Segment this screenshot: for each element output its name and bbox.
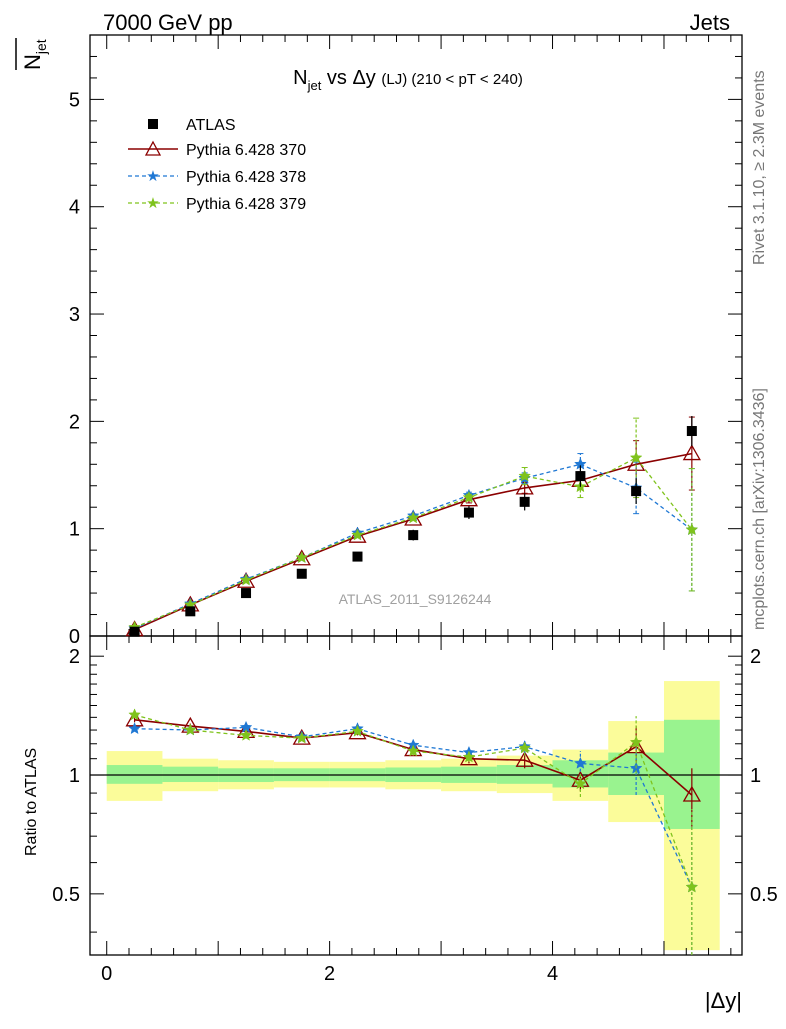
atlas-point [631,486,642,497]
y-tick-label-ratio-right: 2 [750,646,761,668]
legend-marker-atlas [148,119,158,129]
ratio-point-3 [685,880,699,893]
main-point-3 [351,528,364,541]
main-point-1 [348,526,367,543]
main-point-1 [292,549,311,566]
ratio-line-3 [134,714,693,888]
main-point-1 [459,490,479,507]
ratio-point-3 [462,750,476,763]
x-tick-label: 2 [324,963,335,985]
y-tick-label-ratio: 2 [69,646,80,668]
atlas-point [241,588,252,599]
header-left: 7000 GeV pp [103,10,233,35]
y-tick-label-main: 1 [69,519,80,541]
chart-title: Njet vs Δy (LJ) (210 < pT < 240) [293,67,523,93]
ratio-point-3 [128,708,141,721]
ratio-point-3 [406,744,420,757]
main-point-3 [295,551,309,564]
ratio-point-3 [351,724,364,737]
ratio-point-3 [295,731,309,744]
svg-text:Njet: Njet [20,39,49,70]
atlas-point [686,426,697,437]
ratio-point-1 [682,785,701,802]
atlas-point [575,471,586,482]
legend-label-378: Pythia 6.428 378 [186,169,306,186]
main-point-3 [406,511,420,524]
atlas-point [408,530,419,541]
ratio-panel-frame [89,635,743,956]
header-right: Jets [690,10,730,35]
legend: ATLAS Pythia 6.428 370 ★ Pythia 6.428 37… [128,117,306,213]
atlas-point [463,507,474,518]
x-tick-label: 4 [547,963,558,985]
legend-label-370: Pythia 6.428 370 [186,142,306,159]
atlas-point [352,551,363,562]
y-tick-label-main: 0 [69,626,80,648]
y-tick-label-ratio-right: 1 [750,765,761,787]
main-point-1 [404,509,423,526]
ratio-point-1 [348,723,367,740]
y-tick-label-ratio: 0.5 [52,884,80,906]
atlas-point [519,496,530,507]
legend-marker-370 [144,140,162,156]
ratio-point-3 [518,741,531,754]
main-line-2 [134,463,693,630]
legend-label-atlas: ATLAS [186,117,236,134]
analysis-watermark: ATLAS_2011_S9126244 [339,591,492,607]
legend-marker-378: ★ [146,168,159,185]
atlas-point [296,568,307,579]
main-point-3 [462,490,476,503]
y-tick-label-ratio: 1 [69,765,80,787]
ratio-point-1 [459,749,479,766]
main-point-3 [685,523,699,536]
y-tick-label-main: 4 [69,197,80,219]
ratio-point-3 [183,723,197,736]
main-line-3 [134,456,693,629]
ratio-point-3 [239,728,253,741]
legend-marker-379: ★ [146,195,159,212]
ratio-point-1 [515,750,534,767]
y-axis-label-ratio: Ratio to ATLAS [23,748,40,856]
y-tick-label-main: 3 [69,304,80,326]
main-point-1 [682,444,701,461]
legend-label-379: Pythia 6.428 379 [186,196,306,213]
y-tick-label-main: 5 [69,89,80,111]
ratio-point-2 [574,756,587,769]
y-axis-label-main: Njet [15,38,49,70]
side-mcplots: mcplots.cern.ch [arXiv:1306.3436] [751,388,768,630]
main-point-3 [518,469,531,482]
main-point-3 [629,451,643,464]
side-rivet: Rivet 3.1.10, ≥ 2.3M events [751,70,768,265]
y-tick-label-main: 2 [69,411,80,433]
ratio-point-2 [128,722,141,735]
ratio-point-3 [629,735,643,748]
y-tick-label-ratio-right: 0.5 [750,884,778,906]
ratio-point-3 [574,777,587,790]
main-point-3 [239,573,253,586]
atlas-point [185,606,196,617]
main-point-1 [236,571,256,588]
x-axis-label: |Δy| [705,988,742,1013]
atlas-point [129,626,140,637]
x-tick-label: 0 [101,963,112,985]
ratio-band-inner [162,766,219,783]
